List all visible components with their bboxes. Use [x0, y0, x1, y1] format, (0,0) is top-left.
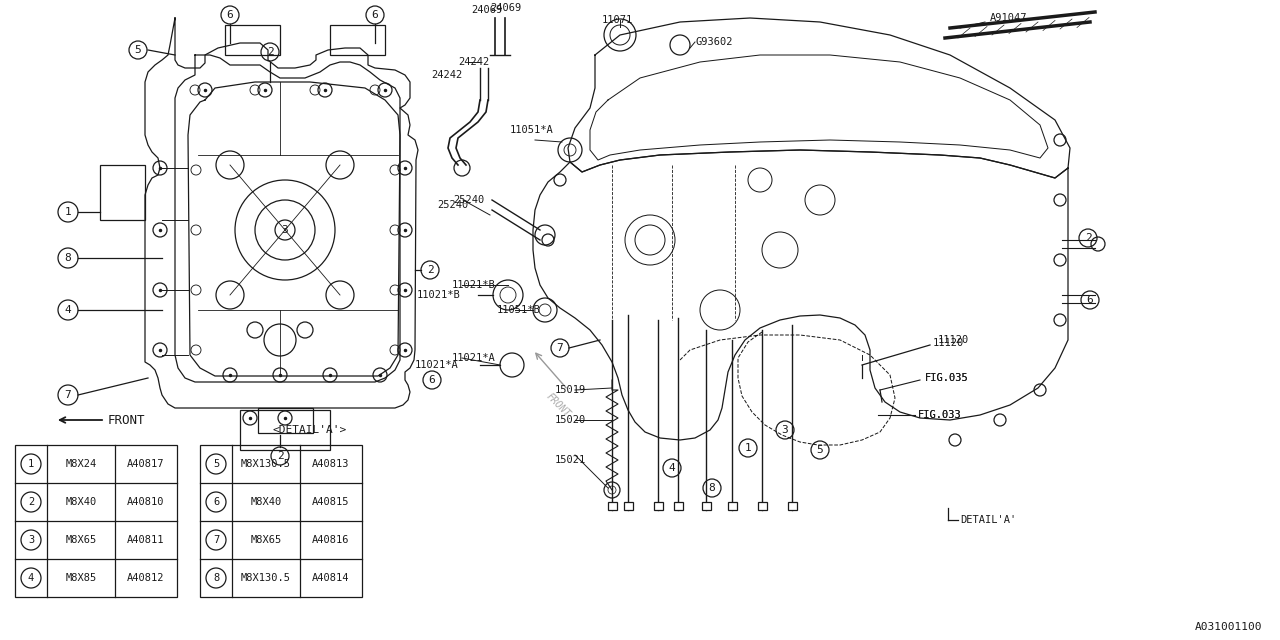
Text: 8: 8 — [64, 253, 72, 263]
Text: M8X65: M8X65 — [251, 535, 282, 545]
Text: 15019: 15019 — [556, 385, 586, 395]
Text: 2: 2 — [266, 47, 274, 57]
Text: 6: 6 — [212, 497, 219, 507]
Text: M8X40: M8X40 — [251, 497, 282, 507]
Bar — [200, 445, 362, 597]
Text: A40817: A40817 — [127, 459, 165, 469]
Text: M8X130.5: M8X130.5 — [241, 573, 291, 583]
Text: 24069: 24069 — [471, 5, 503, 15]
Text: 15020: 15020 — [556, 415, 586, 425]
Text: 11021*B: 11021*B — [452, 280, 495, 290]
Text: 11051*B: 11051*B — [497, 305, 540, 315]
Bar — [608, 502, 617, 510]
Text: 1: 1 — [64, 207, 72, 217]
Text: 1: 1 — [28, 459, 35, 469]
Text: 5: 5 — [817, 445, 823, 455]
Text: M8X130.5: M8X130.5 — [241, 459, 291, 469]
Text: 11120: 11120 — [938, 335, 969, 345]
Bar — [241, 410, 330, 450]
Text: 2: 2 — [28, 497, 35, 507]
Bar — [100, 165, 145, 220]
Bar — [675, 502, 684, 510]
Text: A91047: A91047 — [989, 13, 1028, 23]
Bar — [758, 502, 767, 510]
Bar — [15, 445, 177, 597]
Text: FIG.035: FIG.035 — [925, 373, 969, 383]
Text: 7: 7 — [212, 535, 219, 545]
Text: 11021*A: 11021*A — [452, 353, 495, 363]
Text: 11120: 11120 — [933, 338, 964, 348]
Text: 2: 2 — [276, 451, 283, 461]
Bar — [728, 502, 737, 510]
Text: 11071: 11071 — [602, 15, 634, 25]
Text: FIG.035: FIG.035 — [925, 373, 969, 383]
Bar — [259, 408, 314, 433]
Bar — [654, 502, 663, 510]
Text: 7: 7 — [64, 390, 72, 400]
Text: DETAIL'A': DETAIL'A' — [960, 515, 1016, 525]
Text: M8X65: M8X65 — [65, 535, 96, 545]
Text: 11021*B: 11021*B — [416, 290, 460, 300]
Text: 2: 2 — [426, 265, 434, 275]
Text: M8X24: M8X24 — [65, 459, 96, 469]
Text: 7: 7 — [557, 343, 563, 353]
Bar — [225, 25, 280, 55]
Text: A40813: A40813 — [312, 459, 349, 469]
Text: 8: 8 — [212, 573, 219, 583]
Bar — [330, 25, 385, 55]
Text: M8X85: M8X85 — [65, 573, 96, 583]
Text: <DETAIL'A'>: <DETAIL'A'> — [273, 425, 347, 435]
Text: G93602: G93602 — [695, 37, 732, 47]
Text: 1: 1 — [745, 443, 751, 453]
Text: A40812: A40812 — [127, 573, 165, 583]
Text: 5: 5 — [212, 459, 219, 469]
Bar — [625, 502, 634, 510]
Text: 6: 6 — [371, 10, 379, 20]
Text: FIG.033: FIG.033 — [918, 410, 961, 420]
Text: 11051*A: 11051*A — [509, 125, 554, 135]
Text: A40816: A40816 — [312, 535, 349, 545]
Text: 2: 2 — [1084, 233, 1092, 243]
Text: 24242: 24242 — [431, 70, 462, 80]
Text: 3: 3 — [28, 535, 35, 545]
Text: 15021: 15021 — [556, 455, 586, 465]
Text: 4: 4 — [28, 573, 35, 583]
Text: A40815: A40815 — [312, 497, 349, 507]
Text: 25240: 25240 — [453, 195, 484, 205]
Text: A40814: A40814 — [312, 573, 349, 583]
Text: 3: 3 — [782, 425, 788, 435]
Text: A031001100: A031001100 — [1194, 622, 1262, 632]
Text: 4: 4 — [668, 463, 676, 473]
Text: A40811: A40811 — [127, 535, 165, 545]
Text: 11021*A: 11021*A — [415, 360, 458, 370]
Text: FIG.033: FIG.033 — [918, 410, 961, 420]
Text: 6: 6 — [429, 375, 435, 385]
Text: 5: 5 — [134, 45, 141, 55]
Text: 3: 3 — [282, 225, 288, 235]
Text: A40810: A40810 — [127, 497, 165, 507]
Text: 6: 6 — [1087, 295, 1093, 305]
Text: 4: 4 — [64, 305, 72, 315]
Text: 8: 8 — [709, 483, 716, 493]
Text: 24242: 24242 — [458, 57, 489, 67]
Text: FRONT: FRONT — [108, 413, 146, 426]
Text: 6: 6 — [227, 10, 233, 20]
Text: FRONT: FRONT — [544, 391, 572, 419]
Bar — [788, 502, 797, 510]
Bar — [701, 502, 710, 510]
Text: M8X40: M8X40 — [65, 497, 96, 507]
Text: 25240: 25240 — [436, 200, 468, 210]
Text: 24069: 24069 — [490, 3, 521, 13]
